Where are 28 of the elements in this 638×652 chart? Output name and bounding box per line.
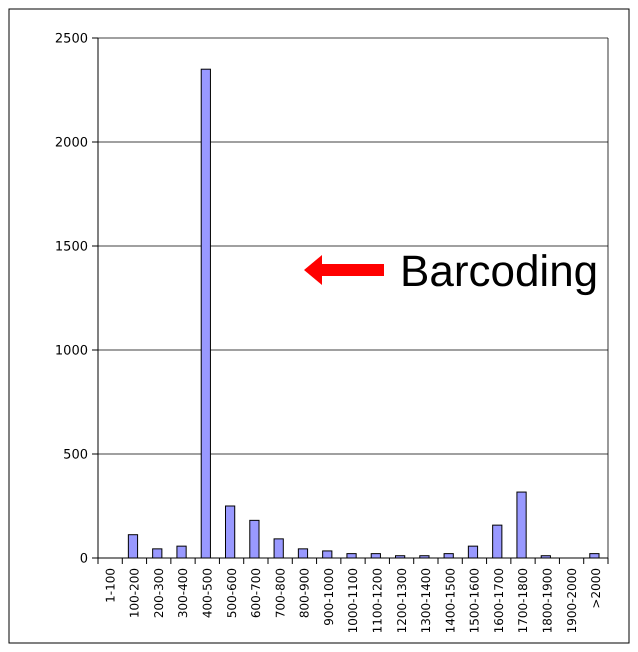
x-tick-label: 1600-1700 — [492, 568, 506, 634]
x-tick-label: 1900-2000 — [564, 568, 579, 634]
x-tick-label: 1-100 — [103, 568, 118, 603]
x-tick-label: 1400-1500 — [443, 568, 458, 634]
x-tick-label: 1000-1100 — [346, 568, 360, 634]
x-tick-label: 100-200 — [128, 568, 142, 618]
y-tick-label: 2500 — [54, 32, 88, 47]
x-tick-label: 1700-1800 — [516, 568, 530, 634]
x-tick-label: 200-300 — [152, 568, 166, 618]
x-tick-label: 1300-1400 — [419, 568, 434, 634]
y-tick-label: 0 — [80, 552, 88, 567]
x-tick-label: 800-900 — [298, 568, 312, 618]
y-tick-label: 1500 — [54, 240, 88, 255]
x-tick-label: 1800-1900 — [540, 568, 554, 634]
x-tick-label: 400-500 — [200, 568, 214, 618]
y-tick-label: 500 — [63, 448, 88, 463]
annotation: Barcoding — [400, 247, 598, 296]
x-tick-label: 600-700 — [249, 568, 264, 618]
x-tick-label: 300-400 — [176, 568, 190, 618]
x-tick-label: >2000 — [589, 568, 604, 609]
x-tick-label: 1200-1300 — [394, 568, 409, 634]
y-tick-label: 2000 — [54, 136, 88, 151]
x-tick-label: 1500-1600 — [468, 568, 482, 634]
x-tick-label: 1100-1200 — [370, 568, 384, 634]
x-tick-label: 500-600 — [224, 568, 239, 618]
x-tick-label: 700-800 — [273, 568, 288, 618]
y-tick-label: 1000 — [54, 344, 88, 359]
x-tick-label: 900-1000 — [322, 568, 336, 626]
